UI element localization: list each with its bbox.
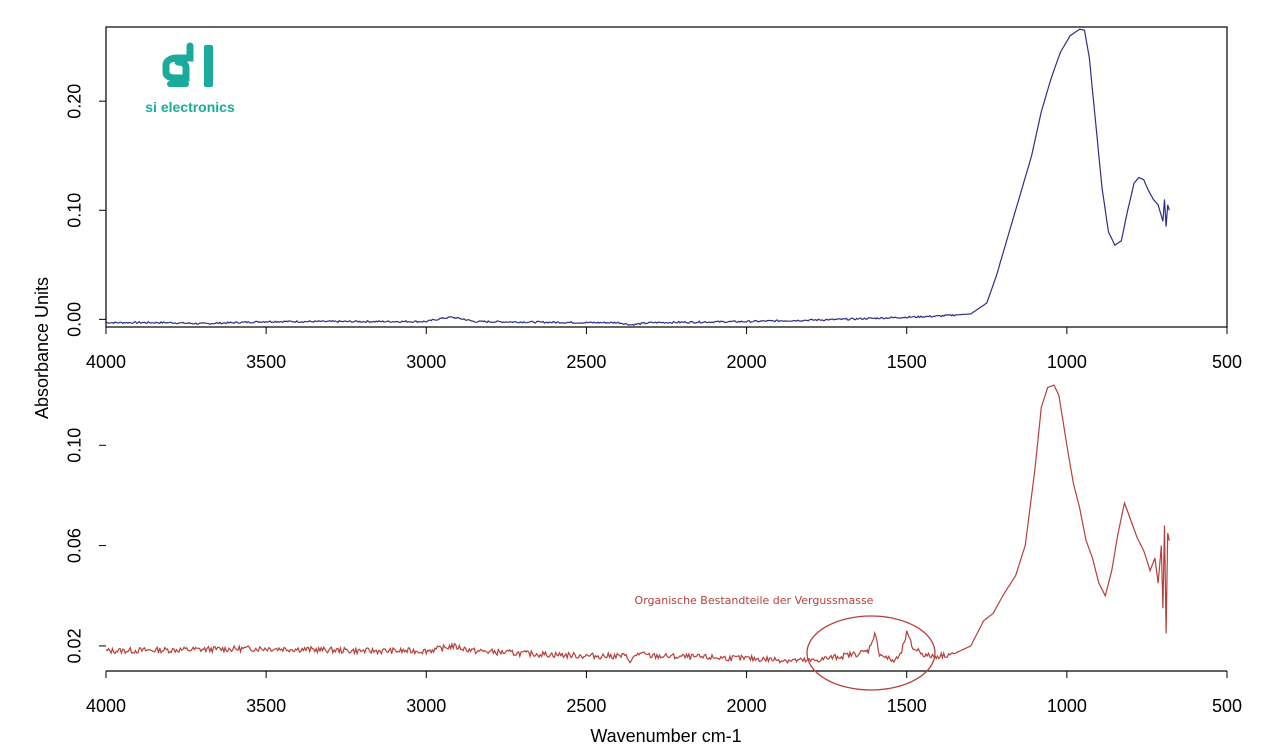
top-x-ticks: 4000 3500 3000 2500 2000 1500 1000 500: [86, 327, 1242, 372]
x-tick-label: 1500: [887, 352, 927, 372]
annotation-ellipse: [806, 615, 936, 691]
top-spectrum-line: [105, 28, 1170, 327]
x-tick-label: 500: [1212, 352, 1242, 372]
bottom-x-ticks: 4000 3500 3000 2500 2000 1500 1000 500: [86, 671, 1242, 716]
annotation-label: Organische Bestandteile der Vergussmasse: [635, 594, 874, 607]
si-logo: si electronics: [145, 42, 235, 115]
y-tick-label: 0.00: [65, 302, 85, 337]
x-tick-label: 1500: [887, 696, 927, 716]
x-tick-label: 3500: [246, 696, 286, 716]
x-tick-label: 4000: [86, 352, 126, 372]
x-tick-label: 3500: [246, 352, 286, 372]
y-tick-label: 0.10: [65, 428, 85, 463]
x-tick-label: 2500: [566, 696, 606, 716]
x-tick-label: 3000: [406, 696, 446, 716]
x-tick-label: 2000: [727, 352, 767, 372]
y-tick-label: 0.02: [65, 628, 85, 663]
top-y-ticks: 0.00 0.10 0.20: [65, 84, 106, 337]
y-axis-title: Absorbance Units: [32, 277, 52, 419]
x-tick-label: 3000: [406, 352, 446, 372]
x-tick-label: 4000: [86, 696, 126, 716]
top-panel-frame: [105, 26, 1228, 328]
y-tick-label: 0.20: [65, 84, 85, 119]
y-tick-label: 0.06: [65, 528, 85, 563]
si-logo-mark-icon: [162, 42, 213, 87]
bottom-spectrum-line: [105, 384, 1170, 665]
bottom-y-ticks: 0.02 0.06 0.10: [65, 428, 106, 663]
x-tick-label: 1000: [1047, 352, 1087, 372]
x-tick-label: 2500: [566, 352, 606, 372]
y-tick-label: 0.10: [65, 193, 85, 228]
x-axis-title: Wavenumber cm-1: [590, 726, 741, 746]
logo-text: si electronics: [145, 99, 235, 115]
x-tick-label: 1000: [1047, 696, 1087, 716]
x-tick-label: 500: [1212, 696, 1242, 716]
x-tick-label: 2000: [727, 696, 767, 716]
